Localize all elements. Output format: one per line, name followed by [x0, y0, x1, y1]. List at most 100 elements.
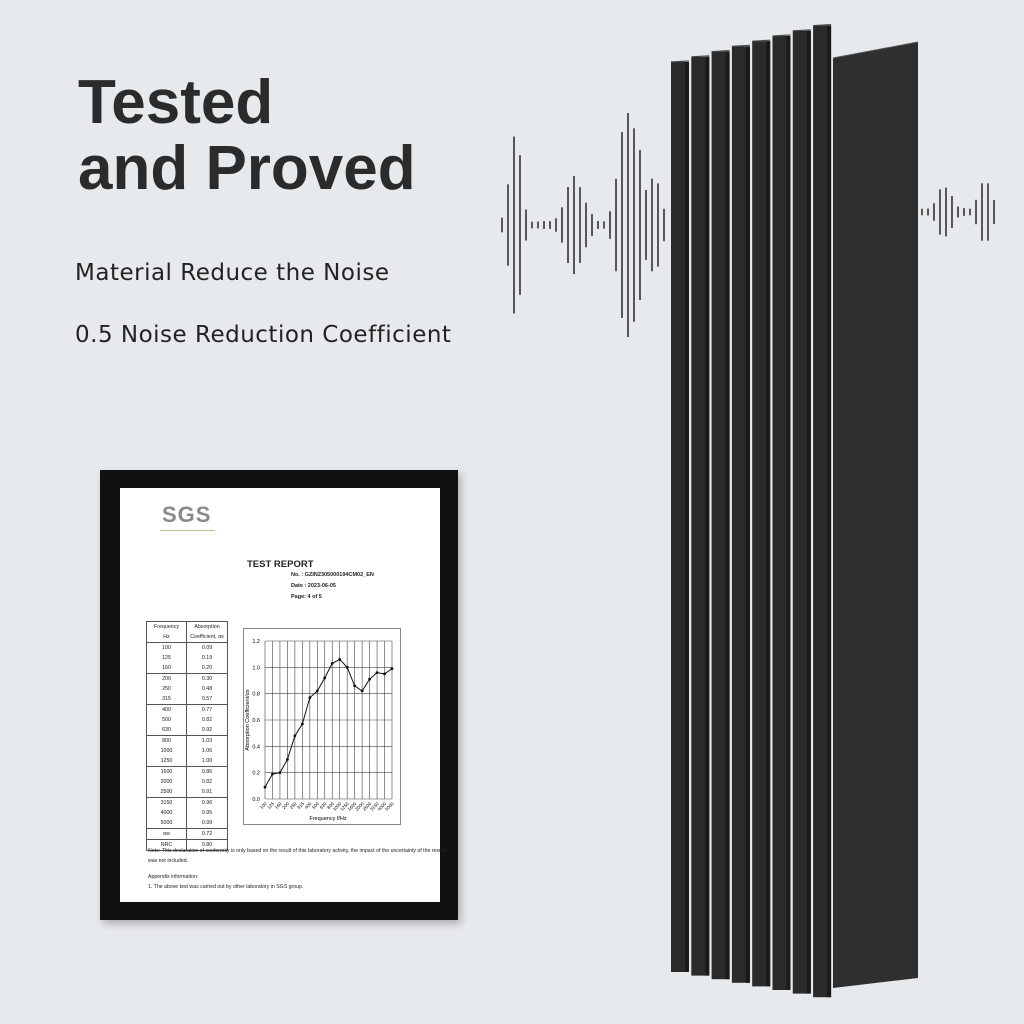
sgs-logo: SGS — [160, 502, 216, 531]
x-tick-label: 400 — [304, 801, 313, 810]
x-tick-label: 1250 — [339, 801, 350, 812]
appendix-title: Appendix information: — [148, 874, 199, 880]
table-row: 400 0.77 — [146, 704, 228, 715]
frequency-header: Frequency Hz — [146, 621, 187, 643]
headline-line-2: and Proved — [78, 134, 416, 203]
slat-edge — [792, 29, 811, 32]
x-tick-label: 3150 — [369, 801, 380, 812]
frequency-cell: 630 — [146, 725, 187, 736]
y-tick-label: 0.0 — [252, 797, 260, 803]
data-point — [390, 667, 394, 671]
table-row: 200 0.30 — [146, 673, 228, 684]
certificate-frame: SGS TEST REPORT No. : GZIN2305000194CM02… — [100, 470, 458, 920]
table-row: 1250 1.00 — [146, 756, 228, 767]
acoustic-slat — [711, 51, 730, 980]
table-row: 5000 0.99 — [146, 818, 228, 829]
slat-shadow — [725, 51, 730, 980]
frequency-cell: 315 — [146, 694, 187, 705]
backing-board — [833, 42, 918, 988]
table-row: 125 0.19 — [146, 653, 228, 663]
data-point — [263, 785, 267, 789]
frequency-cell: 800 — [146, 735, 187, 746]
x-tick-label: 100 — [259, 801, 268, 810]
absorption-cell: 0.96 — [186, 797, 228, 808]
frequency-cell: 160 — [146, 663, 187, 674]
frequency-cell: 500 — [146, 715, 187, 725]
frequency-cell: 1250 — [146, 756, 187, 767]
absorption-cell: 0.09 — [186, 642, 228, 653]
absorption-cell: 0.99 — [186, 818, 228, 829]
slat-shadow — [745, 46, 750, 983]
absorption-line — [264, 658, 393, 788]
absorption-header: Absorption Coefficient, αs — [186, 621, 228, 643]
table-row: 100 0.09 — [146, 642, 228, 653]
x-tick-label: 800 — [326, 801, 335, 810]
y-tick-label: 0.2 — [252, 771, 260, 777]
feature-nrc: 0.5 Noise Reduction Coefficient — [75, 322, 452, 348]
slat-edge — [711, 50, 730, 53]
table-row: 315 0.57 — [146, 694, 228, 705]
frequency-header-label: Frequency Hz — [153, 624, 180, 640]
slat-shadow — [806, 30, 811, 994]
absorption-cell: 1.06 — [186, 746, 228, 756]
data-point — [323, 676, 327, 680]
frequency-cell: 1600 — [146, 766, 187, 777]
x-tick-label: 315 — [296, 801, 305, 810]
headline: Tested and Proved — [78, 70, 416, 202]
x-tick-label: 2500 — [362, 801, 373, 812]
y-tick-label: 1.2 — [252, 639, 260, 645]
absorption-cell: 0.86 — [186, 766, 228, 777]
headline-line-1: Tested — [78, 68, 274, 137]
absorption-header-label: Absorption Coefficient, αs — [190, 624, 224, 640]
y-tick-label: 0.4 — [252, 744, 260, 750]
table-row: 2500 0.91 — [146, 787, 228, 798]
data-point — [315, 689, 319, 693]
absorption-cell: 0.95 — [186, 808, 228, 818]
data-point — [286, 758, 289, 761]
data-point — [353, 684, 357, 688]
acoustic-slat — [813, 25, 832, 998]
feature-noise-reduction: Material Reduce the Noise — [75, 260, 390, 286]
slat-shadow — [786, 36, 791, 990]
acoustic-slat — [731, 46, 750, 983]
x-tick-label: 2000 — [354, 801, 365, 812]
data-point — [368, 677, 371, 681]
slat-edge — [772, 34, 791, 37]
absorption-cell: 0.80 — [186, 839, 228, 851]
table-row: 4000 0.95 — [146, 808, 228, 818]
frequency-cell: 2000 — [146, 777, 187, 787]
table-row: 250 0.48 — [146, 684, 228, 694]
data-point — [338, 658, 342, 661]
report-number: No. : GZIN2305000194CM02_EN — [291, 572, 374, 578]
table-row: NRC 0.80 — [146, 839, 228, 851]
report-title: TEST REPORT — [247, 559, 314, 570]
slat-edge — [731, 44, 750, 47]
acoustic-slat — [772, 36, 791, 990]
table-row: 500 0.82 — [146, 715, 228, 725]
acoustic-slat — [691, 56, 710, 976]
absorption-cell: 0.19 — [186, 653, 228, 663]
board-edge — [832, 41, 919, 59]
data-point — [345, 665, 349, 669]
absorption-cell: 0.82 — [186, 777, 228, 787]
x-axis-label: Frequency f/Hz — [309, 816, 347, 822]
x-tick-label: 160 — [274, 801, 283, 810]
report-date: Date : 2023-06-05 — [291, 583, 336, 589]
x-tick-label: 200 — [281, 801, 290, 810]
y-axis-label: Absorption Coefficient/αs — [245, 689, 251, 750]
slat-shadow — [705, 56, 710, 976]
absorption-cell: 0.20 — [186, 663, 228, 674]
chart-border — [243, 628, 401, 825]
absorption-table: Frequency Hz Absorption Coefficient, αs … — [146, 621, 228, 851]
absorption-cell: 0.92 — [186, 725, 228, 736]
frequency-cell: 100 — [146, 642, 187, 653]
x-tick-label: 1600 — [347, 801, 358, 812]
x-tick-label: 5000 — [384, 801, 395, 812]
slat-edge — [691, 55, 710, 58]
frequency-cell: αw — [146, 828, 187, 840]
y-tick-label: 0.8 — [252, 692, 260, 698]
table-row: 3150 0.96 — [146, 797, 228, 808]
data-point — [278, 771, 282, 775]
frequency-cell: 4000 — [146, 808, 187, 818]
